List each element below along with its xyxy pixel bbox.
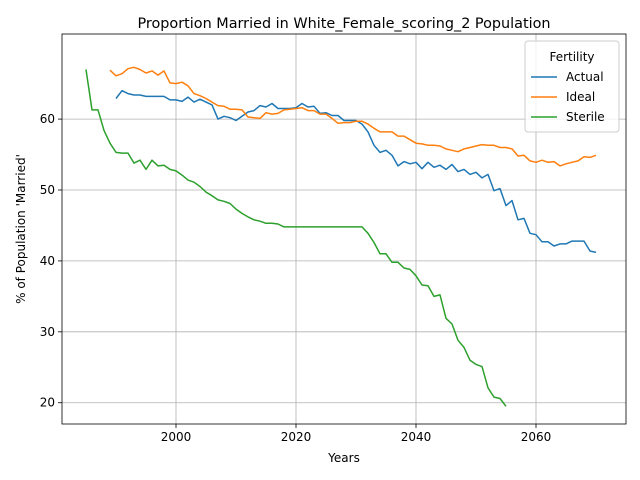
plot-area-frame [61,33,627,425]
y-tick-label: 60 [40,112,55,126]
y-axis-label: % of Population 'Married' [14,154,28,304]
x-tick-label: 2000 [161,430,192,444]
y-tick-label: 50 [40,183,55,197]
y-tick-label: 40 [40,254,55,268]
x-tick-label: 2060 [521,430,552,444]
chart-title: Proportion Married in White_Female_scori… [137,16,550,32]
legend-label-ideal: Ideal [566,90,595,104]
series-line-ideal [109,66,597,167]
legend-label-sterile: Sterile [566,110,605,124]
legend: Fertility Actual Ideal Sterile [524,40,620,133]
y-axis-ticks: 20 30 40 50 60 [40,112,62,410]
y-tick-label: 20 [40,396,55,410]
x-axis-label: Years [327,451,360,465]
legend-items: Actual Ideal Sterile [531,70,605,124]
y-tick-label: 30 [40,325,55,339]
series-layer [85,66,597,407]
legend-title: Fertility [549,50,594,64]
x-tick-label: 2040 [401,430,432,444]
series-line-sterile [85,69,507,407]
x-axis-ticks: 2000 2020 2040 2060 [161,424,552,444]
legend-box [524,40,620,133]
legend-label-actual: Actual [566,70,604,84]
x-tick-label: 2020 [281,430,312,444]
